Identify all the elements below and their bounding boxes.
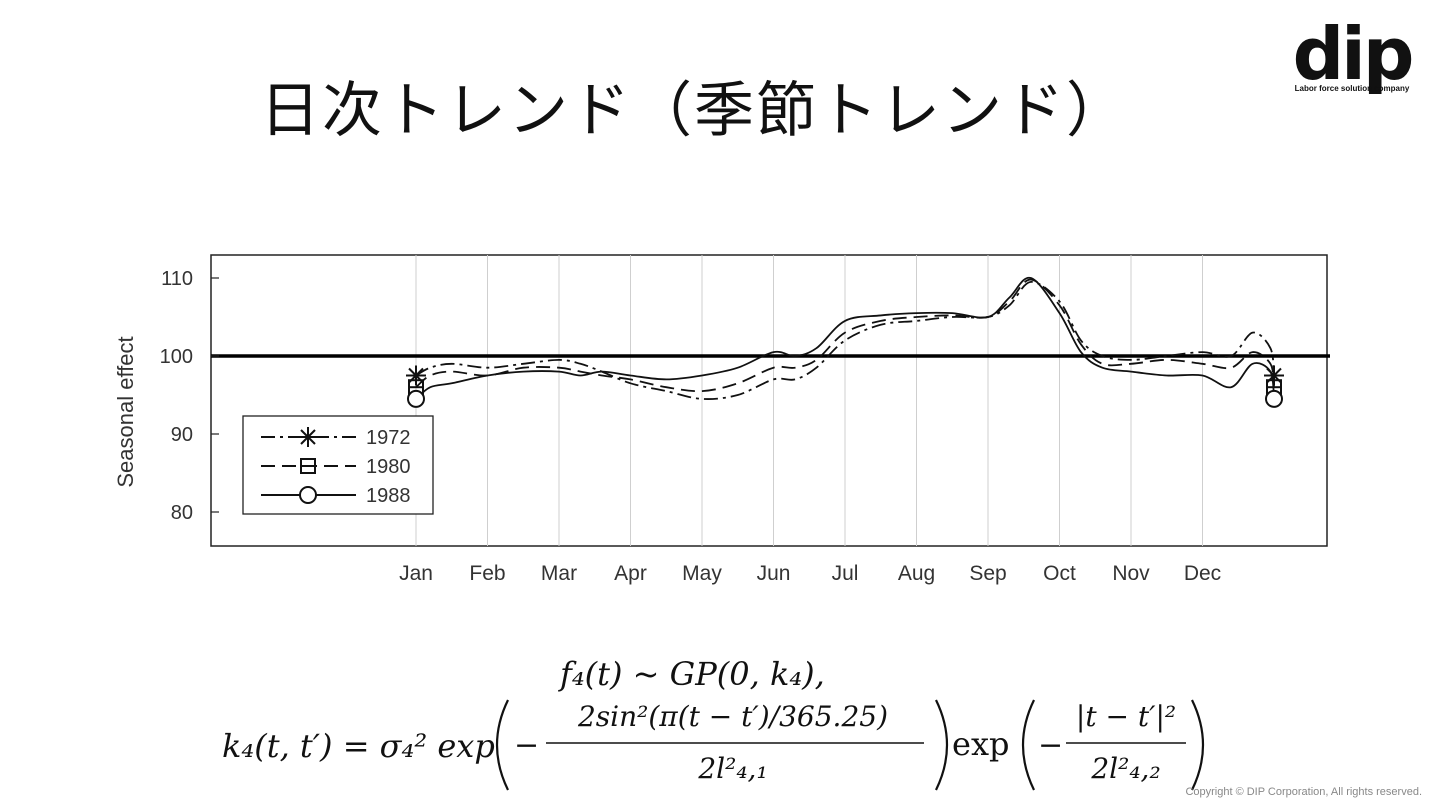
formula-line-1: f₄(t) ~ GP(0, k₄), [560,655,825,693]
x-tick-label-jun: Jun [757,562,791,585]
x-tick-label-mar: Mar [541,562,577,585]
y-axis-label: Seasonal effect [113,336,138,487]
fraction-2-numerator: |t − t′|² [1076,700,1176,733]
kernel-lhs: k₄(t, t′) = σ₄² exp [222,727,495,765]
series-line-1988 [415,276,1275,400]
legend-label-1988: 1988 [366,485,411,507]
paren-open-2 [1021,699,1035,791]
series-line-1972 [415,281,1275,400]
minus-sign-2: − [1038,728,1063,763]
y-tick-label-90: 90 [171,424,193,446]
x-tick-label-jan: Jan [399,562,433,585]
y-tick-label-80: 80 [171,502,193,524]
x-tick-label-may: May [682,562,722,585]
x-tick-label-oct: Oct [1043,562,1076,585]
company-logo: dip Labor force solution company [1282,18,1422,93]
logo-tagline: Labor force solution company [1294,84,1410,93]
x-tick-label-nov: Nov [1112,562,1150,585]
minus-sign-1: − [514,728,539,763]
legend-marker-1972-arm-d2 [300,429,316,445]
series-marker-start-1988 [407,389,425,408]
legend-marker-1972 [298,427,318,447]
series-line-1980 [415,278,1275,393]
x-tick-label-dec: Dec [1184,562,1221,585]
x-axis-ticks: Jan Feb Mar Apr May Jun Jul Aug Sep Oct Nov Dec [399,562,1221,585]
series-marker-start-1988-ring [407,389,425,408]
series-marker-end-1988 [1265,389,1283,408]
legend-marker-1980 [300,458,316,474]
paren-open-1 [495,699,509,791]
x-tick-label-apr: Apr [614,562,647,585]
paren-close-1 [935,699,949,791]
series-group [406,276,1284,408]
legend-label-1972: 1972 [366,427,411,449]
series-marker-end-1988-ring [1265,389,1283,408]
x-tick-label-sep: Sep [969,562,1006,585]
logo-wordmark: dip [1292,12,1415,96]
fraction-2-denominator: 2l²₄,₂ [1090,752,1160,785]
y-tick-label-100: 100 [160,346,193,368]
x-tick-label-feb: Feb [469,562,505,585]
legend-label-1980: 1980 [366,456,411,478]
fraction-1-denominator: 2l²₄,₁ [697,752,767,785]
vertical-grid [415,255,1203,546]
x-tick-label-jul: Jul [832,562,859,585]
plot-frame [210,254,1328,547]
x-tick-label-aug: Aug [898,562,935,585]
y-axis-ticks: 80 90 100 110 [160,268,219,524]
legend-marker-1988-ring [299,486,317,504]
slide-title: 日次トレンド（季節トレンド） [260,76,1128,146]
y-tick-label-110: 110 [161,268,193,290]
fraction-1-numerator: 2sin²(π(t − t′)/365.25) [577,700,888,733]
exp-2: exp [952,725,1009,763]
legend-marker-1988 [299,486,317,504]
copyright-notice: Copyright © DIP Corporation, All rights … [1185,786,1422,798]
legend: 1972 1980 1988 [242,415,434,515]
paren-close-2 [1191,699,1205,791]
